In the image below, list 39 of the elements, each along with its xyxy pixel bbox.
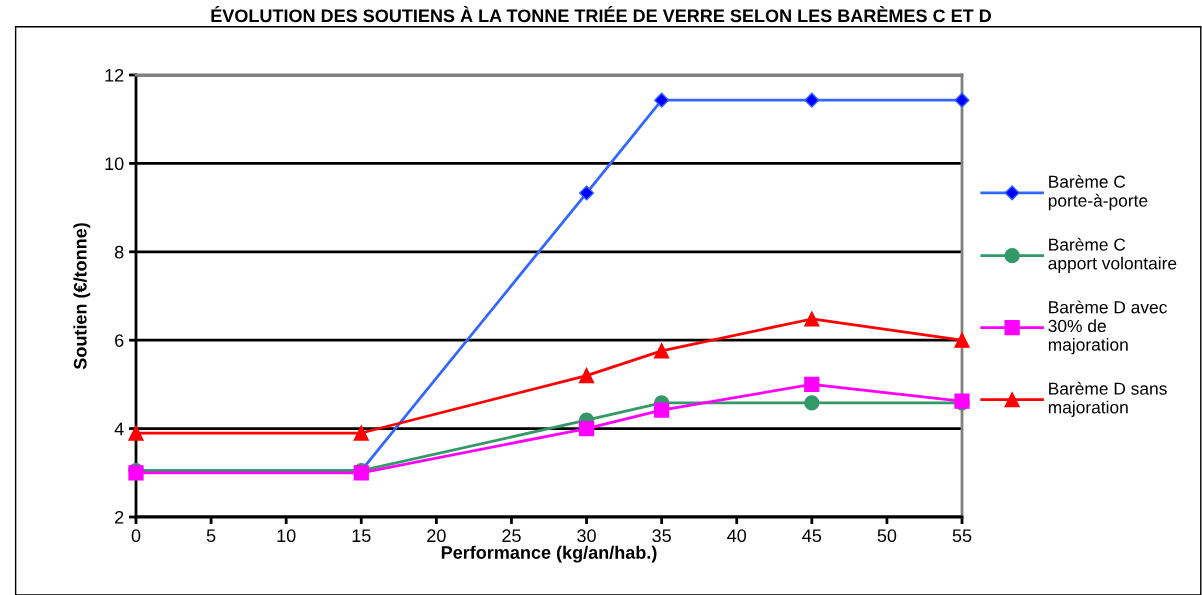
point (804, 92, 820, 108)
x-tick-label: 15 (352, 529, 371, 543)
point (804, 311, 820, 327)
point (578, 420, 595, 437)
y-axis-title: Soutien (€/tonne) (73, 223, 91, 370)
x-tick-label: 55 (952, 529, 972, 543)
x-tick-label: 35 (652, 529, 671, 543)
x-tick-label: 45 (802, 529, 822, 543)
x-tick-label: 0 (131, 529, 141, 543)
legend-label: Barème C porte-à-porte (1048, 174, 1148, 211)
point (804, 376, 820, 393)
x-axis-title: Performance (kg/an/hab.) (441, 545, 657, 563)
x-tick-label: 5 (206, 529, 216, 543)
point (954, 92, 970, 108)
y-tick-label: 12 (105, 68, 124, 82)
y-tick-label: 10 (105, 157, 124, 171)
chart-title: ÉVOLUTION DES SOUTIENS À LA TONNE TRIÉE DE VERRE SELON LES BARÈMES C ET D (211, 6, 991, 23)
x-tick-label: 30 (577, 529, 596, 543)
x-tick-label: 25 (502, 529, 521, 543)
x-tick-label: 20 (427, 529, 446, 543)
point (353, 425, 369, 441)
y-tick-label: 4 (114, 422, 124, 436)
point (804, 395, 820, 411)
x-tick-label: 10 (277, 529, 296, 543)
x-tick-label: 50 (877, 529, 897, 543)
point (954, 332, 970, 348)
y-tick-label: 2 (115, 510, 124, 524)
point (654, 92, 670, 108)
legend-label: Barème D avec 30% de majoration (1048, 300, 1167, 355)
legend-label: Barème C apport volontaire (1048, 237, 1177, 273)
y-tick-label: 8 (114, 245, 124, 259)
point (578, 185, 595, 201)
point (653, 402, 670, 418)
legend-label: Barème D sans majoration (1048, 381, 1167, 417)
point (128, 425, 144, 441)
x-tick-label: 40 (727, 529, 747, 543)
point (578, 367, 595, 384)
y-tick-label: 6 (115, 334, 124, 347)
point (653, 343, 670, 359)
